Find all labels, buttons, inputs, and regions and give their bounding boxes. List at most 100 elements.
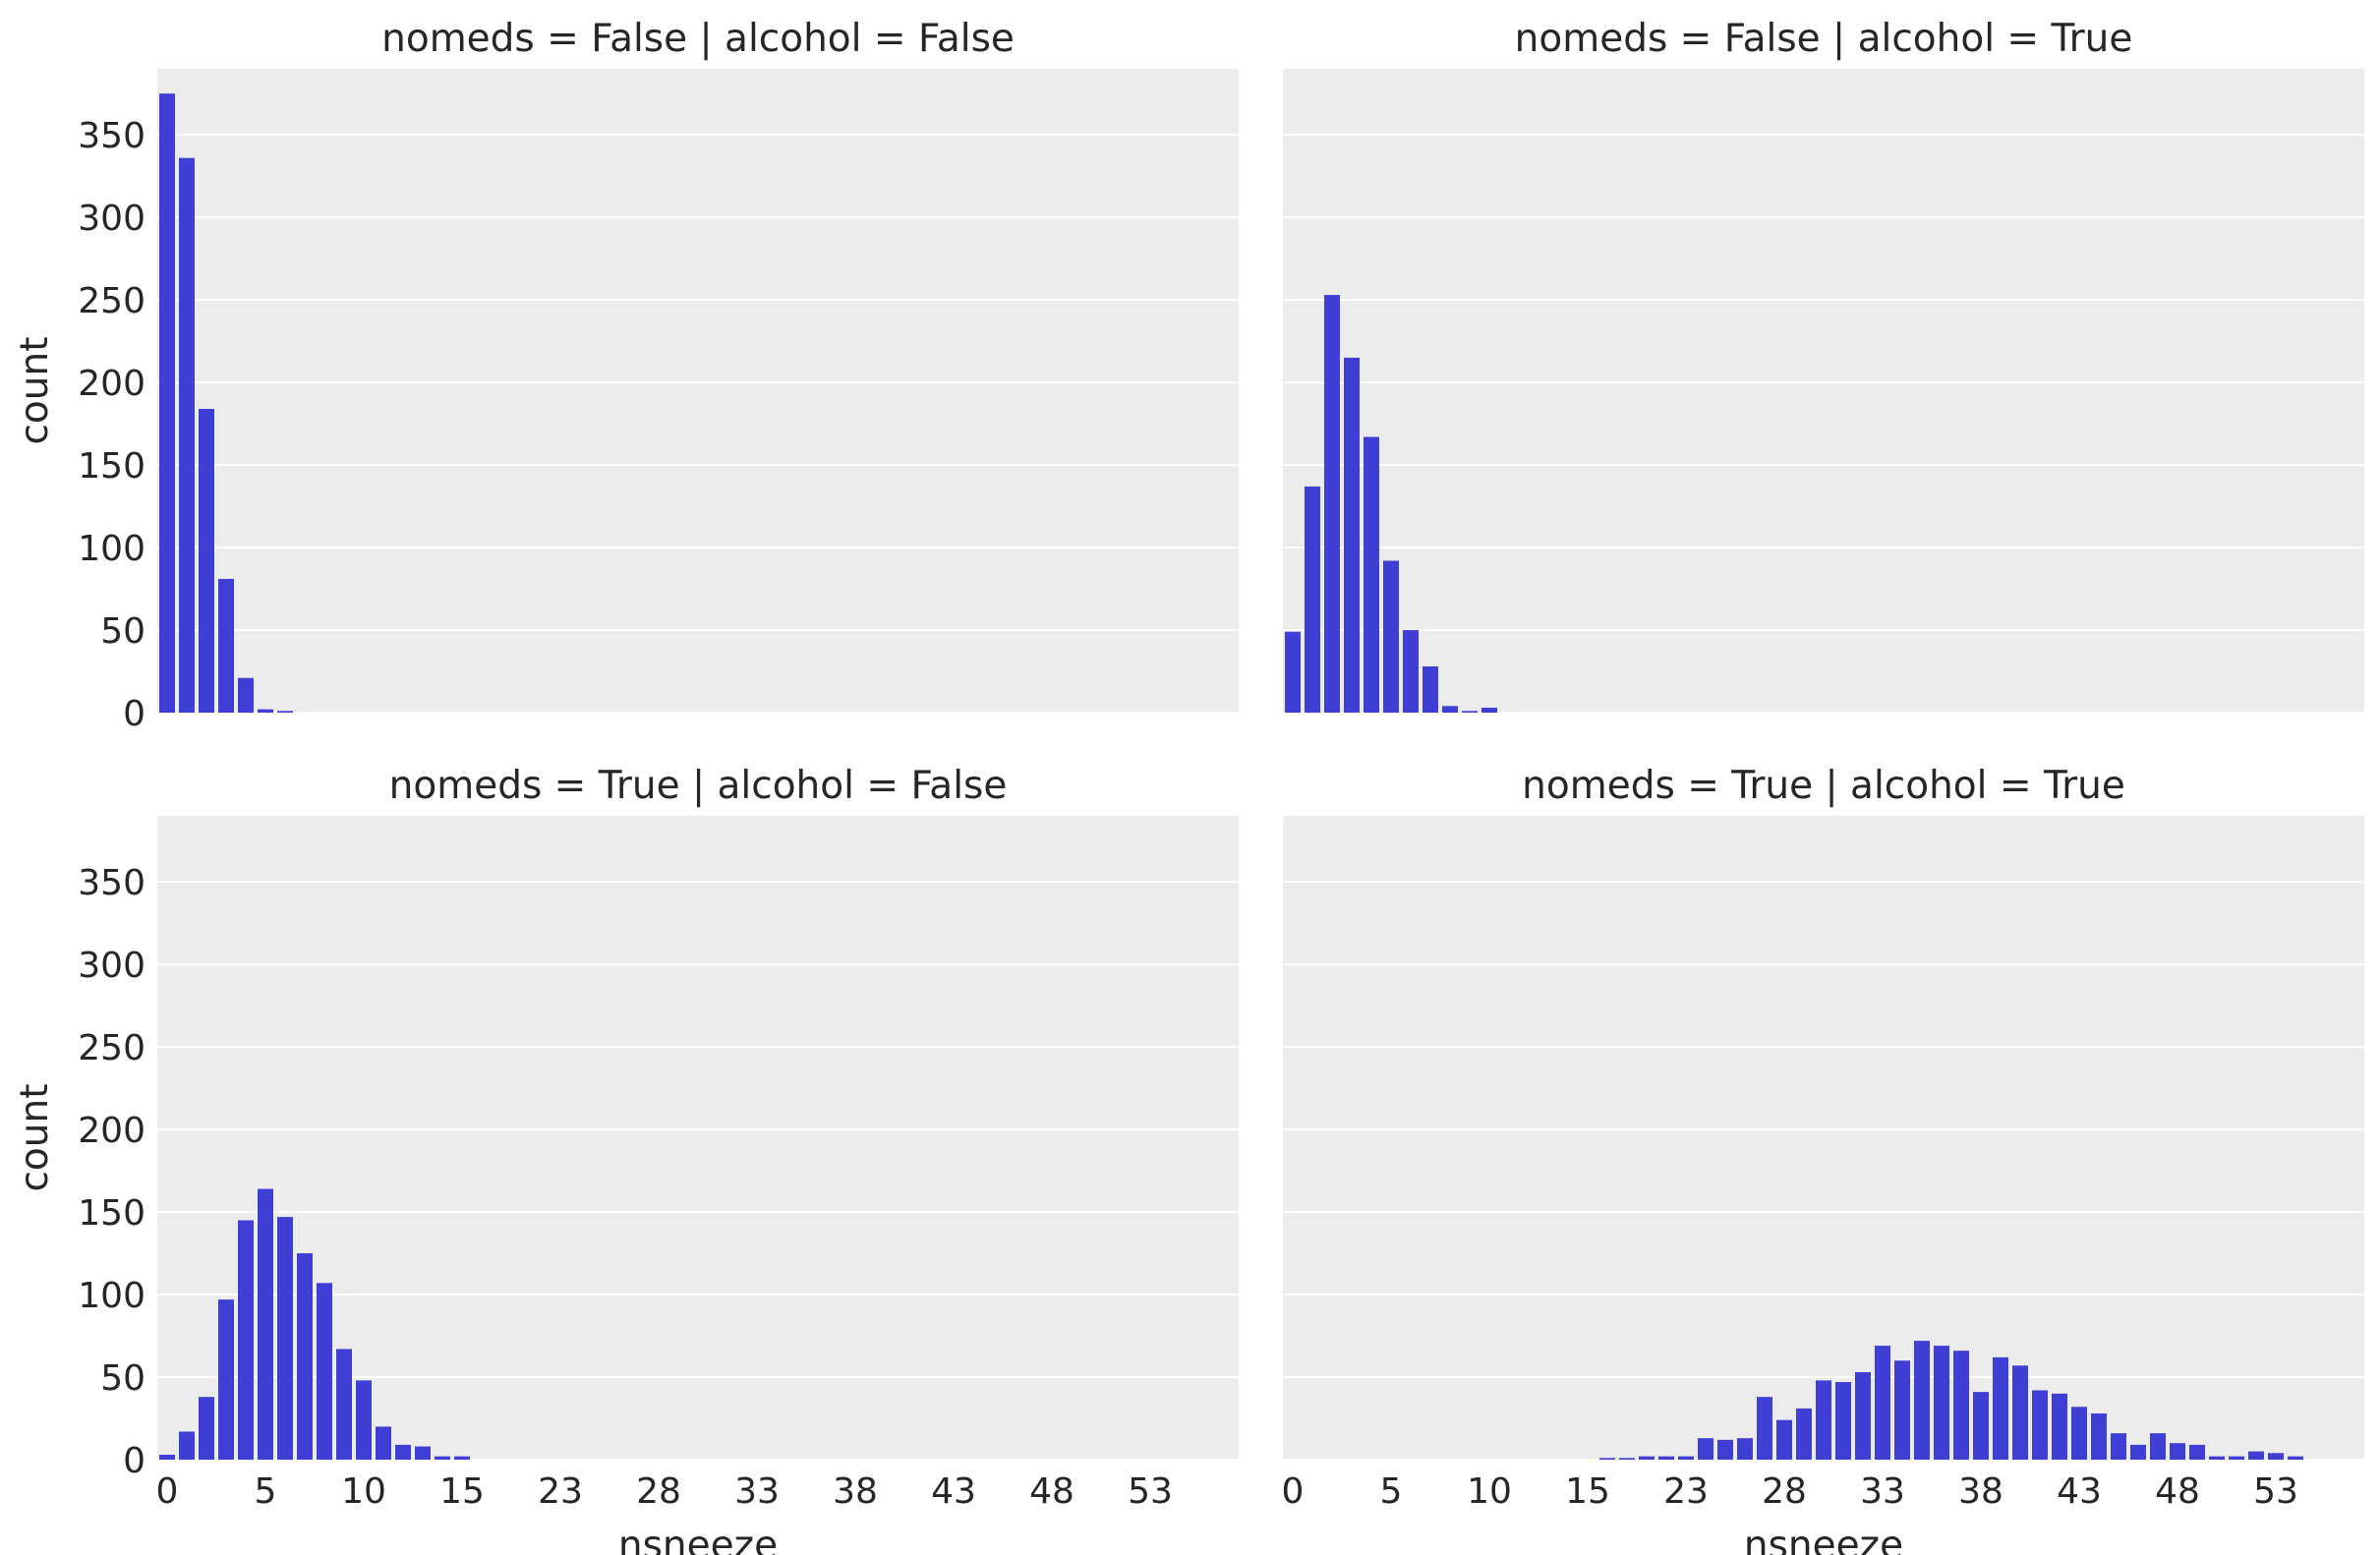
- bar: [1344, 357, 1360, 713]
- bar: [2248, 1451, 2264, 1460]
- bar: [1894, 1360, 1910, 1460]
- bar: [199, 408, 214, 713]
- bar: [1855, 1371, 1871, 1460]
- x-tick-label: 48: [2155, 1471, 2200, 1512]
- y-tick-label: 0: [123, 694, 145, 734]
- y-tick-label: 200: [78, 1111, 145, 1151]
- panel-title: nomeds = False | alcohol = True: [1515, 17, 2133, 61]
- bar: [336, 1349, 352, 1460]
- bar: [159, 1454, 175, 1460]
- y-tick-label: 250: [78, 281, 145, 321]
- bar: [297, 1253, 313, 1460]
- bar: [238, 677, 254, 713]
- bar: [1796, 1408, 1812, 1460]
- bar: [277, 1217, 293, 1460]
- x-tick-label: 0: [156, 1471, 179, 1512]
- y-tick-label: 350: [78, 116, 145, 156]
- bar: [2189, 1444, 2205, 1460]
- y-tick-label: 50: [100, 611, 145, 652]
- facet-panel: nomeds = False | alcohol = False 0 50 100 15…: [13, 17, 1239, 734]
- bar: [454, 1456, 470, 1460]
- bar: [1717, 1439, 1733, 1460]
- bar: [1403, 630, 1419, 713]
- bar: [1599, 1458, 1615, 1460]
- bar: [2052, 1393, 2067, 1460]
- bar: [1658, 1456, 1674, 1460]
- bar: [2012, 1365, 2028, 1460]
- y-tick-label: 300: [78, 946, 145, 986]
- bar: [218, 578, 234, 713]
- bar: [2150, 1433, 2166, 1460]
- bar: [2111, 1433, 2126, 1460]
- y-tick-label: 150: [78, 446, 145, 487]
- bar: [1757, 1397, 1772, 1460]
- bar: [2209, 1456, 2225, 1460]
- bar: [1462, 711, 1478, 713]
- x-tick-label: 5: [1380, 1471, 1403, 1512]
- x-axis-label: nsneeze: [1744, 1524, 1903, 1555]
- bar: [415, 1446, 431, 1460]
- bar: [1305, 486, 1320, 713]
- bar: [2032, 1390, 2048, 1460]
- bar: [376, 1426, 391, 1460]
- x-tick-label: 15: [1565, 1471, 1610, 1512]
- x-tick-label: 53: [1128, 1471, 1173, 1512]
- x-tick-label: 33: [734, 1471, 780, 1512]
- x-tick-label: 43: [2057, 1471, 2102, 1512]
- facet-panel: nomeds = False | alcohol = True: [1283, 17, 2364, 714]
- panel-title: nomeds = True | alcohol = False: [389, 764, 1008, 808]
- bar: [1619, 1458, 1635, 1460]
- y-axis-label: count: [13, 336, 57, 444]
- bar: [218, 1299, 234, 1460]
- x-tick-label: 10: [341, 1471, 386, 1512]
- facet-panel: nomeds = True | alcohol = True 0 5 10 15 23 28…: [1282, 764, 2364, 1555]
- bar: [1875, 1346, 1890, 1460]
- bar: [317, 1283, 332, 1460]
- bar: [1914, 1341, 1930, 1460]
- facet-panel: nomeds = True | alcohol = False050100150…: [13, 764, 1239, 1555]
- y-tick-label: 200: [78, 364, 145, 404]
- bar: [1934, 1346, 1949, 1460]
- x-tick-label: 5: [255, 1471, 277, 1512]
- panel-background: [1283, 69, 2364, 713]
- panel-background: [157, 69, 1239, 713]
- x-tick-label: 0: [1282, 1471, 1305, 1512]
- bar: [1285, 631, 1301, 713]
- bar: [258, 1188, 273, 1460]
- bar: [356, 1380, 372, 1460]
- bar: [2091, 1412, 2107, 1460]
- x-tick-label: 38: [1958, 1471, 2003, 1512]
- bar: [277, 711, 293, 713]
- x-tick-label: 28: [636, 1471, 681, 1512]
- x-tick-label: 23: [1663, 1471, 1709, 1512]
- bar: [238, 1220, 254, 1460]
- panel-background: [1283, 816, 2364, 1460]
- x-tick-label: 23: [538, 1471, 583, 1512]
- bar: [1973, 1392, 1989, 1460]
- bar: [2268, 1453, 2284, 1460]
- x-tick-label: 53: [2253, 1471, 2298, 1512]
- x-tick-label: 33: [1860, 1471, 1905, 1512]
- x-axis-label: nsneeze: [618, 1524, 778, 1555]
- bar: [1442, 706, 1458, 713]
- bar: [1481, 707, 1497, 713]
- panel-title: nomeds = False | alcohol = False: [381, 17, 1015, 61]
- bar: [1422, 665, 1438, 713]
- y-tick-label: 50: [100, 1358, 145, 1399]
- bar: [1324, 295, 1340, 713]
- y-tick-label: 350: [78, 863, 145, 903]
- y-tick-label: 150: [78, 1193, 145, 1234]
- bar: [1835, 1382, 1851, 1460]
- y-tick-label: 0: [123, 1441, 145, 1481]
- bar: [2130, 1444, 2146, 1460]
- y-tick-label: 300: [78, 199, 145, 239]
- bar: [199, 1397, 214, 1460]
- bar: [1678, 1456, 1694, 1460]
- y-tick-label: 100: [78, 1276, 145, 1316]
- bar: [1776, 1419, 1792, 1460]
- bar: [1993, 1356, 2008, 1460]
- y-tick-label: 100: [78, 529, 145, 569]
- x-tick-label: 28: [1762, 1471, 1807, 1512]
- bar: [1639, 1456, 1654, 1460]
